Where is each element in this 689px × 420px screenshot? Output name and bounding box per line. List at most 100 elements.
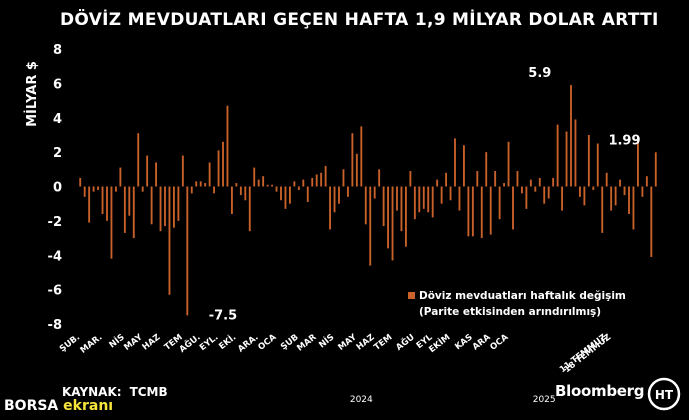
x-tick-label: AĞU bbox=[393, 331, 417, 353]
x-tick-label: ŞUB. bbox=[58, 332, 82, 354]
bar bbox=[110, 186, 113, 259]
bar bbox=[498, 186, 501, 220]
legend-swatch bbox=[408, 292, 415, 299]
bar bbox=[177, 186, 180, 221]
bar bbox=[275, 186, 278, 192]
bar bbox=[302, 179, 305, 187]
bar bbox=[338, 186, 340, 204]
bar bbox=[583, 186, 586, 206]
data-label: -7.5 bbox=[209, 308, 237, 323]
bar bbox=[320, 172, 323, 187]
bar bbox=[329, 186, 332, 230]
bar bbox=[132, 186, 135, 239]
bar bbox=[449, 186, 452, 201]
x-tick-label: ARA bbox=[471, 332, 493, 352]
x-tick-label: MAY bbox=[336, 332, 359, 353]
bar bbox=[525, 186, 528, 209]
bar bbox=[440, 186, 443, 204]
y-tick-label: 6 bbox=[53, 77, 62, 92]
y-tick-label: -6 bbox=[48, 284, 62, 299]
bar bbox=[114, 186, 117, 192]
publisher-logo: Bloomberg bbox=[555, 382, 645, 400]
y-tick-label: 2 bbox=[53, 146, 62, 161]
annotations: -7.5 5.9 1.99 bbox=[209, 66, 641, 323]
x-tick-label: NİS bbox=[317, 332, 337, 351]
x-tick-label: EKİ. bbox=[217, 332, 239, 352]
bar bbox=[476, 171, 479, 187]
bar bbox=[88, 186, 91, 223]
bar bbox=[520, 186, 523, 194]
source-note: KAYNAK: TCMB bbox=[62, 385, 168, 399]
ht-logo-text: HT bbox=[655, 388, 674, 402]
bar bbox=[552, 177, 555, 187]
x-tick-label: MAR. bbox=[79, 332, 105, 355]
y-axis: 8 6 4 2 0 -2 -4 -6 -8 bbox=[48, 43, 62, 333]
bar bbox=[650, 186, 653, 257]
brand-part1: BORSA bbox=[4, 398, 59, 414]
bar bbox=[561, 186, 564, 211]
bar bbox=[418, 186, 421, 213]
bar bbox=[512, 186, 514, 230]
bar bbox=[382, 186, 385, 227]
bar bbox=[226, 105, 229, 187]
bar bbox=[83, 186, 86, 197]
bar bbox=[592, 186, 595, 190]
brand-logo: BORSA ekranı bbox=[4, 398, 113, 414]
bar bbox=[159, 186, 162, 232]
bar bbox=[645, 176, 648, 187]
bar bbox=[400, 186, 403, 232]
bar bbox=[150, 186, 153, 225]
bar bbox=[311, 177, 314, 187]
bar bbox=[244, 186, 247, 201]
x-tick-label: HAZ bbox=[355, 332, 377, 352]
y-tick-label: -2 bbox=[48, 215, 62, 230]
year-label: 2025 bbox=[533, 395, 556, 405]
bar bbox=[199, 181, 202, 187]
bar bbox=[164, 186, 166, 227]
bar bbox=[280, 186, 282, 201]
bar bbox=[101, 186, 104, 214]
y-tick-label: -4 bbox=[48, 249, 62, 264]
bar bbox=[471, 186, 474, 237]
bar bbox=[235, 183, 238, 187]
bar bbox=[342, 169, 345, 187]
bar bbox=[494, 171, 497, 187]
bar bbox=[333, 186, 336, 213]
x-tick-label: EYL. bbox=[198, 332, 220, 353]
bar bbox=[186, 186, 189, 316]
bar bbox=[485, 152, 488, 187]
x-tick-label: KAS bbox=[453, 332, 474, 352]
y-tick-label: 4 bbox=[53, 112, 62, 127]
bar bbox=[284, 186, 287, 209]
bar bbox=[578, 186, 581, 197]
bar bbox=[413, 186, 416, 220]
bar bbox=[587, 134, 590, 187]
bar bbox=[119, 167, 122, 187]
bar bbox=[396, 186, 398, 211]
bar bbox=[204, 183, 207, 187]
year-label: 2024 bbox=[350, 395, 373, 405]
bar bbox=[628, 186, 630, 214]
bar bbox=[360, 126, 363, 187]
bar bbox=[596, 143, 599, 187]
legend: Döviz mevduatları haftalık değişim (Pari… bbox=[408, 290, 626, 318]
bar bbox=[534, 186, 537, 192]
bar bbox=[181, 155, 184, 187]
y-tick-label: -8 bbox=[48, 318, 62, 333]
bar bbox=[427, 186, 430, 213]
source-label: KAYNAK: bbox=[62, 385, 122, 399]
bar bbox=[623, 186, 626, 196]
bar bbox=[454, 138, 456, 187]
bar bbox=[422, 186, 425, 209]
bar bbox=[168, 186, 171, 295]
bar bbox=[489, 186, 492, 235]
bars bbox=[79, 85, 657, 316]
bar bbox=[190, 186, 193, 194]
bar bbox=[387, 186, 390, 249]
bar bbox=[538, 177, 541, 187]
bar bbox=[462, 145, 465, 187]
bar bbox=[636, 136, 639, 187]
legend-entry-1: Döviz mevduatları haftalık değişim bbox=[419, 290, 626, 302]
y-tick-label: 0 bbox=[53, 181, 62, 196]
bar bbox=[155, 162, 158, 187]
